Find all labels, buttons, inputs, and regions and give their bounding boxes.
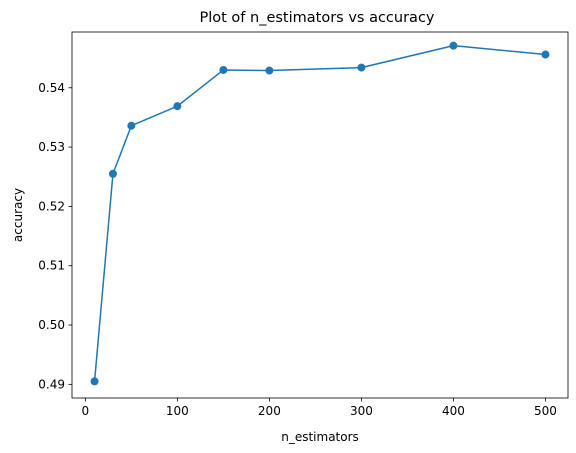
- y-axis-label: accuracy: [11, 188, 25, 242]
- x-tick-label: 200: [258, 404, 281, 418]
- data-point: [449, 42, 457, 50]
- x-tick-label: 0: [82, 404, 90, 418]
- data-point: [91, 377, 99, 385]
- plot-background: [72, 32, 568, 398]
- y-tick-label: 0.50: [38, 318, 65, 332]
- x-tick-label: 500: [534, 404, 557, 418]
- data-point: [109, 170, 117, 178]
- y-tick-label: 0.51: [38, 259, 65, 273]
- x-tick-label: 400: [442, 404, 465, 418]
- data-point: [219, 66, 227, 74]
- y-tick-label: 0.54: [38, 81, 65, 95]
- data-point: [357, 64, 365, 72]
- x-axis-label: n_estimators: [281, 430, 359, 444]
- data-point: [173, 102, 181, 110]
- data-point: [127, 122, 135, 130]
- x-tick-label: 300: [350, 404, 373, 418]
- data-point: [541, 51, 549, 59]
- y-tick-label: 0.53: [38, 140, 65, 154]
- y-tick-label: 0.52: [38, 199, 65, 213]
- plot-area: [72, 32, 568, 398]
- y-tick-label: 0.49: [38, 377, 65, 391]
- chart-title: Plot of n_estimators vs accuracy: [199, 10, 434, 26]
- x-tick-label: 100: [166, 404, 189, 418]
- data-point: [265, 67, 273, 75]
